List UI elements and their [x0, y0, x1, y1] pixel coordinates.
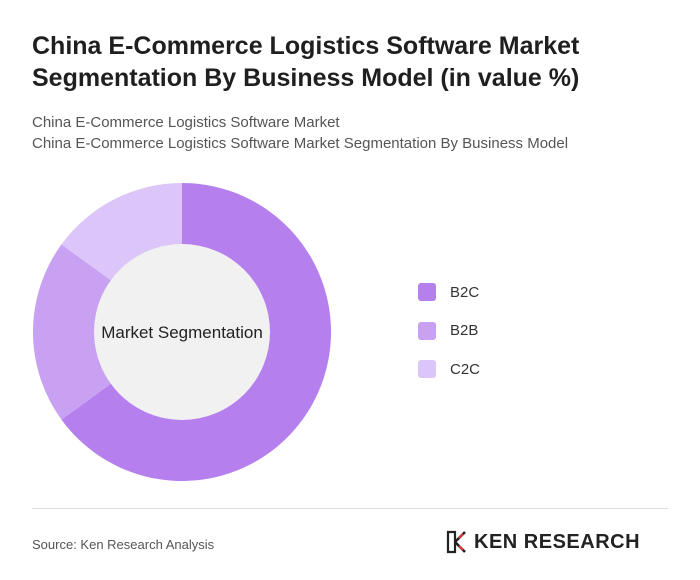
donut-center-label: Market Segmentation — [101, 323, 263, 342]
legend-item-b2b: B2B — [418, 321, 480, 341]
ken-research-logo: KEN RESEARCH — [446, 530, 640, 554]
legend-item-b2c: B2C — [418, 282, 480, 302]
ken-research-logo-icon — [446, 530, 466, 554]
legend-label: B2C — [450, 283, 480, 301]
donut-center — [94, 244, 270, 420]
chart-title: China E-Commerce Logistics Software Mark… — [32, 30, 672, 94]
legend-swatch — [418, 321, 436, 340]
legend-swatch — [418, 283, 436, 301]
legend-swatch — [418, 360, 436, 378]
ken-research-logo-text: KEN RESEARCH — [474, 530, 641, 553]
legend-label: B2B — [450, 322, 479, 339]
chart-title-line-1: China E-Commerce Logistics Software Mark… — [32, 32, 580, 60]
source-note: Source: Ken Research Analysis — [32, 537, 215, 552]
legend-item-c2c: C2C — [418, 359, 480, 379]
chart-legend: B2C B2B C2C — [418, 282, 480, 398]
legend-label: C2C — [450, 360, 481, 378]
chart-subtitle-1: China E-Commerce Logistics Software Mark… — [32, 114, 340, 131]
donut-chart: Market Segmentation — [32, 183, 331, 482]
footer-divider — [32, 508, 668, 509]
chart-title-line-2: Segmentation By Business Model (in value… — [32, 64, 580, 92]
chart-subtitle-2: China E-Commerce Logistics Software Mark… — [32, 135, 569, 152]
